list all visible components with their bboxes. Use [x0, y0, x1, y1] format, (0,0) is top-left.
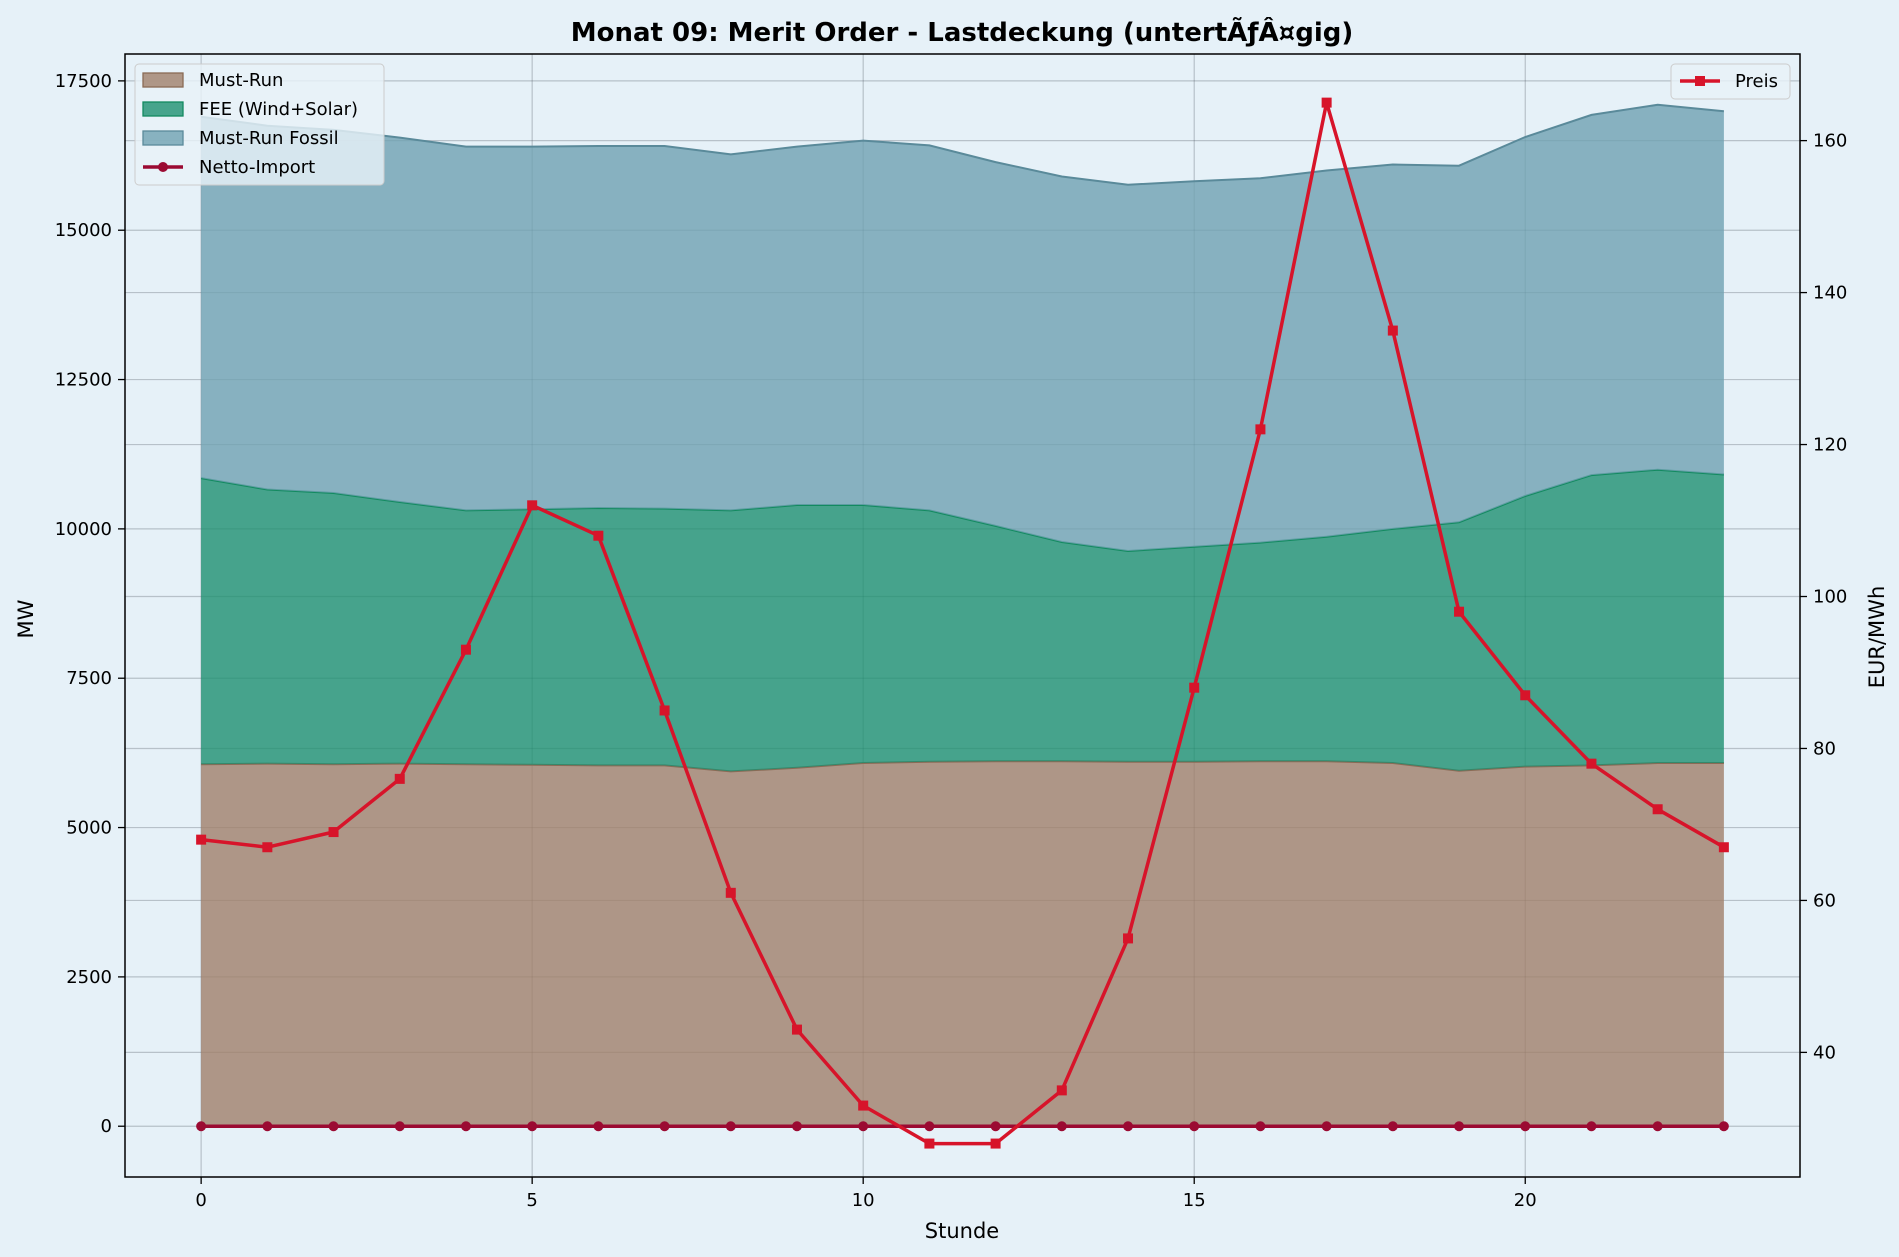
line-0-point	[791, 1121, 802, 1132]
line-0-point	[1056, 1121, 1067, 1132]
line-0-point	[394, 1121, 405, 1132]
y2-tick-label: 60	[1813, 890, 1836, 911]
line-1-point	[1387, 325, 1398, 336]
line-1	[200, 100, 1725, 1146]
line-1-point	[593, 530, 604, 541]
line-1-point	[1255, 424, 1266, 435]
area-series-2	[201, 104, 1724, 552]
y2-tick-label: 40	[1813, 1042, 1836, 1063]
line-0-point	[1189, 1121, 1200, 1132]
line-1-point	[262, 842, 273, 853]
legend-left-swatch	[142, 101, 184, 117]
line-1-point	[858, 1100, 869, 1111]
line-0-point	[1123, 1121, 1134, 1132]
x-tick-label: 15	[1183, 1190, 1206, 1211]
line-1-point	[1520, 690, 1531, 701]
line-0-point	[1520, 1121, 1531, 1132]
line-1-point	[1718, 842, 1729, 853]
legend-left-swatch	[142, 130, 184, 146]
stacked-areas	[200, 103, 1724, 1127]
chart-title: Monat 09: Merit Order - Lastdeckung (unt…	[571, 16, 1354, 48]
line-0-point	[1586, 1121, 1597, 1132]
y2-tick-label: 80	[1813, 738, 1836, 759]
legend-left-label: Netto-Import	[199, 157, 315, 178]
line-series	[196, 97, 1729, 1149]
legend-left-label: Must-Run Fossil	[199, 128, 339, 149]
y-tick-label: 2500	[66, 967, 112, 988]
legend-left-label: Must-Run	[199, 70, 283, 91]
legend-left-box	[134, 63, 385, 186]
y-tick-label: 10000	[55, 519, 112, 540]
legend-right-marker	[1695, 76, 1705, 86]
legend-right-box	[1670, 63, 1791, 100]
line-0-point	[196, 1121, 207, 1132]
x-axis-label: Stunde	[925, 1219, 999, 1243]
line-0-point	[725, 1121, 736, 1132]
line-1-point	[394, 773, 405, 784]
line-1-point	[527, 500, 538, 511]
area-edge-1	[200, 468, 1724, 553]
legend-right-label: Preis	[1735, 71, 1778, 92]
line-1-point	[1123, 933, 1134, 944]
line-0-point	[262, 1121, 273, 1132]
line-0-point	[1321, 1121, 1332, 1132]
line-0-point	[659, 1121, 670, 1132]
y2-tick-label: 140	[1813, 283, 1847, 304]
line-1-point	[1189, 682, 1200, 693]
area-series-1	[201, 469, 1724, 772]
y-axis-label: MW	[14, 599, 38, 638]
legend-left-marker	[158, 162, 168, 172]
line-0-point	[460, 1121, 471, 1132]
line-0-point	[1255, 1121, 1266, 1132]
line-0-point	[1454, 1121, 1465, 1132]
line-1-point	[924, 1138, 935, 1149]
line-0-point	[924, 1121, 935, 1132]
line-0-point	[1652, 1121, 1663, 1132]
area-edge-2	[200, 103, 1724, 186]
line-0-point	[990, 1121, 1001, 1132]
line-1-point	[791, 1024, 802, 1035]
legend-left-label: FEE (Wind+Solar)	[199, 99, 358, 120]
line-0-point	[593, 1121, 604, 1132]
legend-left-swatch	[142, 72, 184, 88]
x-tick-label: 20	[1514, 1190, 1537, 1211]
line-1-point	[1454, 606, 1465, 617]
y-tick-label: 12500	[55, 370, 112, 391]
line-1-point	[990, 1138, 1001, 1149]
line-1-point	[196, 834, 207, 845]
line-0-point	[858, 1121, 869, 1132]
line-0-point	[1387, 1121, 1398, 1132]
line-1-point	[328, 827, 339, 838]
y-tick-label: 5000	[66, 818, 112, 839]
line-1-point	[460, 644, 471, 655]
area-series-0	[201, 761, 1724, 1127]
x-tick-label: 10	[852, 1190, 875, 1211]
line-0-point	[1718, 1121, 1729, 1132]
line-1-point	[1321, 97, 1332, 108]
line-0-point	[328, 1121, 339, 1132]
y-tick-label: 0	[101, 1116, 112, 1137]
y-tick-label: 15000	[55, 220, 112, 241]
line-1-point	[1586, 758, 1597, 769]
legend-left: Must-Run FEE (Wind+Solar) Must-Run Fossil N…	[134, 63, 385, 186]
axis-ticks: 0 5 10 15 20 0 2500 5000 7500 10000 12500 15000 1750…	[55, 71, 1848, 1211]
y-tick-label: 17500	[55, 71, 112, 92]
y2-tick-label: 120	[1813, 435, 1847, 456]
line-1-point	[1652, 804, 1663, 815]
line-0-point	[527, 1121, 538, 1132]
y2-tick-label: 100	[1813, 587, 1847, 608]
y2-axis-label: EUR/MWh	[1865, 586, 1889, 689]
line-1-point	[659, 705, 670, 716]
x-tick-label: 0	[195, 1190, 206, 1211]
plot-frame	[124, 53, 1801, 1178]
y-tick-label: 7500	[66, 668, 112, 689]
line-1-point	[1056, 1085, 1067, 1096]
y2-tick-label: 160	[1813, 131, 1847, 152]
line-1-point	[725, 887, 736, 898]
x-tick-label: 5	[526, 1190, 537, 1211]
legend-right: Preis	[1670, 63, 1791, 100]
